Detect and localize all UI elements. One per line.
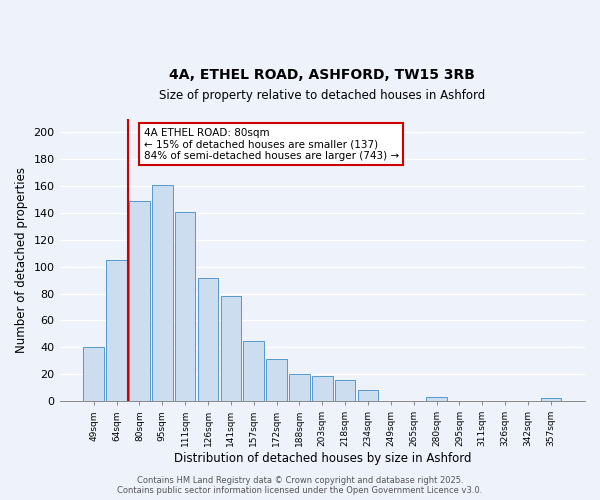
Text: Contains HM Land Registry data © Crown copyright and database right 2025.
Contai: Contains HM Land Registry data © Crown c… (118, 476, 482, 495)
Title: 4A, ETHEL ROAD, ASHFORD, TW15 3RB
Size of property relative to detached houses i: 4A, ETHEL ROAD, ASHFORD, TW15 3RB Size o… (0, 499, 1, 500)
Bar (152, 185, 173, 401)
Y-axis label: Number of detached properties: Number of detached properties (15, 167, 28, 353)
Text: Size of property relative to detached houses in Ashford: Size of property relative to detached ho… (159, 89, 485, 102)
Bar (175, 212, 196, 401)
Bar (129, 201, 150, 401)
Bar (358, 390, 378, 401)
Bar (83, 348, 104, 401)
Bar (198, 278, 218, 401)
Bar (244, 340, 264, 401)
Text: 4A ETHEL ROAD: 80sqm
← 15% of detached houses are smaller (137)
84% of semi-deta: 4A ETHEL ROAD: 80sqm ← 15% of detached h… (143, 128, 399, 160)
Bar (335, 380, 355, 401)
X-axis label: Distribution of detached houses by size in Ashford: Distribution of detached houses by size … (173, 452, 471, 465)
Bar (541, 398, 561, 401)
Bar (426, 397, 447, 401)
Bar (312, 376, 332, 401)
Bar (266, 360, 287, 401)
Bar (289, 374, 310, 401)
Bar (106, 260, 127, 401)
Text: 4A, ETHEL ROAD, ASHFORD, TW15 3RB: 4A, ETHEL ROAD, ASHFORD, TW15 3RB (169, 68, 475, 82)
Bar (221, 296, 241, 401)
